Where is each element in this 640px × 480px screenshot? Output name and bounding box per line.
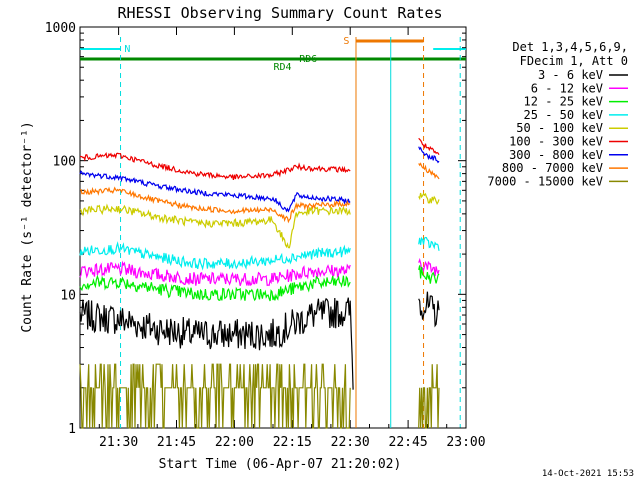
legend-label: 800 - 7000 keV: [502, 161, 603, 175]
legend-label: 100 - 300 keV: [509, 135, 603, 149]
saa-label: S: [343, 36, 349, 47]
x-tick-label: 23:00: [446, 435, 485, 450]
series-line-3: [79, 236, 440, 271]
series-line-4: [79, 192, 440, 249]
rd4-label: RD4: [273, 62, 291, 73]
legend-label: 7000 - 15000 keV: [487, 174, 603, 188]
x-axis-label: Start Time (06-Apr-07 21:20:02): [159, 457, 402, 472]
night-label: N: [124, 44, 130, 55]
x-tick-label: 22:45: [389, 435, 428, 450]
legend-label: 25 - 50 keV: [524, 108, 603, 122]
legend-header-line-1: Det 1,3,4,5,6,9,: [512, 40, 628, 54]
series-line-7: [79, 162, 440, 224]
y-axis-label: Count Rate (s⁻¹ detector⁻¹): [20, 121, 35, 332]
legend-label: 12 - 25 keV: [524, 95, 603, 109]
x-tick-label: 22:30: [331, 435, 370, 450]
x-tick-label: 21:45: [157, 435, 196, 450]
series-line-6: [79, 146, 440, 213]
series-line-5: [79, 137, 440, 181]
series-line-8: [79, 363, 440, 429]
y-tick-label: 100: [53, 155, 76, 170]
legend-label: 6 - 12 keV: [531, 81, 603, 95]
x-tick-label: 22:15: [273, 435, 312, 450]
rd6-label: RD6: [299, 54, 317, 65]
y-tick-label: 1000: [45, 21, 76, 36]
chart-title: RHESSI Observing Summary Count Rates: [117, 4, 442, 22]
y-tick-label: 10: [60, 288, 76, 303]
series-line-0: [79, 291, 440, 390]
legend-header-line-2: FDecim 1, Att 0: [520, 54, 628, 68]
generated-timestamp: 14-Oct-2021 15:53: [542, 469, 634, 479]
legend-label: 50 - 100 keV: [516, 121, 603, 135]
legend-label: 3 - 6 keV: [538, 68, 603, 82]
y-tick-label: 1: [68, 422, 76, 437]
x-tick-label: 21:30: [99, 435, 138, 450]
series-line-2: [79, 265, 440, 302]
x-tick-label: 22:00: [215, 435, 254, 450]
legend-label: 300 - 800 keV: [509, 148, 603, 162]
